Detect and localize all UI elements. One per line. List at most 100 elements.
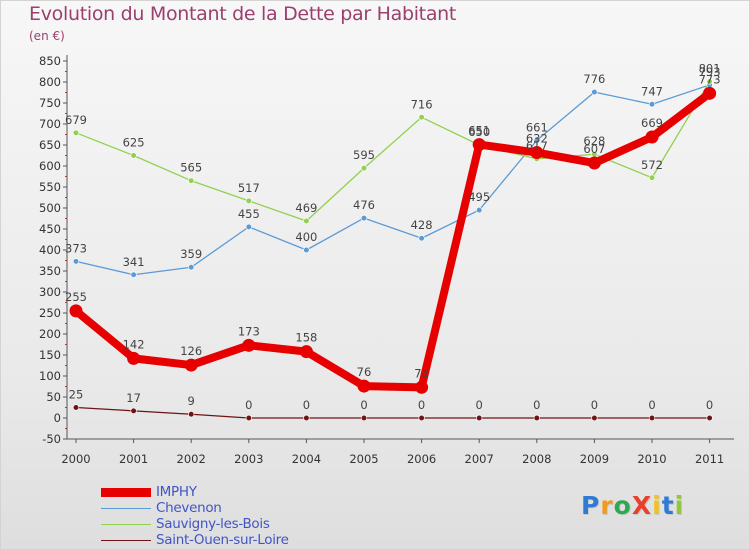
data-point-imphy <box>472 138 486 152</box>
data-label-saint-ouen-sur-loire: 0 <box>360 398 367 412</box>
data-label-sauvigny-les-bois: 617 <box>526 139 548 153</box>
x-tick-label: 2004 <box>292 452 321 466</box>
data-label-chevenon: 359 <box>180 247 202 261</box>
logo-letter: i <box>652 491 662 520</box>
data-point-chevenon <box>245 223 252 230</box>
chart-axes: -500501001502002503003504004505005506006… <box>39 54 734 466</box>
data-label-saint-ouen-sur-loire: 0 <box>648 398 655 412</box>
y-tick-label: 500 <box>39 201 61 215</box>
data-point-saint-ouen-sur-loire <box>360 414 368 422</box>
data-label-chevenon: 495 <box>468 190 490 204</box>
data-point-chevenon <box>591 88 598 96</box>
series-line-chevenon <box>75 84 711 276</box>
x-tick-label: 2010 <box>637 452 666 466</box>
data-label-imphy: 126 <box>180 344 202 358</box>
data-label-chevenon: 776 <box>583 72 605 86</box>
data-label-chevenon: 661 <box>526 120 548 134</box>
data-label-imphy: 173 <box>238 324 260 338</box>
logo-letter: i <box>674 491 685 520</box>
data-point-sauvigny-les-bois <box>360 165 368 172</box>
series-line-imphy <box>72 89 714 392</box>
data-label-imphy: 158 <box>295 331 317 345</box>
data-point-imphy <box>530 146 544 160</box>
legend-swatch-imphy <box>101 488 151 497</box>
data-label-sauvigny-les-bois: 628 <box>583 134 605 148</box>
y-tick-label: 450 <box>39 222 61 236</box>
data-label-saint-ouen-sur-loire: 17 <box>126 391 141 405</box>
data-label-sauvigny-les-bois: 595 <box>353 148 375 162</box>
data-label-saint-ouen-sur-loire: 0 <box>706 398 713 412</box>
x-tick-label: 2002 <box>177 452 206 466</box>
y-tick-label: 200 <box>39 327 61 341</box>
y-tick-label: 750 <box>39 96 61 110</box>
data-label-sauvigny-les-bois: 716 <box>411 97 433 111</box>
data-point-saint-ouen-sur-loire <box>648 414 656 422</box>
logo-letter: t <box>661 491 675 520</box>
series-line-saint-ouen-sur-loire <box>75 406 711 419</box>
y-tick-label: 150 <box>39 348 61 362</box>
logo-letter: P <box>581 491 601 520</box>
data-point-saint-ouen-sur-loire <box>418 414 425 422</box>
data-label-imphy: 669 <box>641 116 663 130</box>
logo-letter: X <box>631 491 653 520</box>
chart-data-labels: 25 17 9 0 0 0 0 0 0 0 0 0 373 341 359 455 400 476 428 495 66… <box>65 62 721 412</box>
data-label-sauvigny-les-bois: 572 <box>641 158 663 172</box>
y-tick-label: 300 <box>39 285 61 299</box>
x-tick-label: 2009 <box>580 452 609 466</box>
data-point-chevenon <box>303 246 310 254</box>
legend-label-saint-ouen-sur-loire: Saint-Ouen-sur-Loire <box>156 532 289 548</box>
x-tick-label: 2007 <box>465 452 494 466</box>
legend-label-imphy: IMPHY <box>156 484 197 500</box>
data-label-sauvigny-les-bois: 801 <box>699 62 721 76</box>
data-point-chevenon <box>360 214 368 222</box>
y-tick-label: 800 <box>39 75 61 89</box>
data-label-sauvigny-les-bois: 625 <box>123 136 145 150</box>
y-tick-label: 350 <box>39 264 61 278</box>
data-point-saint-ouen-sur-loire <box>476 414 483 422</box>
y-tick-label: 50 <box>46 390 61 404</box>
data-label-sauvigny-les-bois: 679 <box>65 113 87 127</box>
logo-letter: o <box>613 491 632 520</box>
data-point-saint-ouen-sur-loire <box>591 414 598 422</box>
data-point-imphy <box>415 380 429 394</box>
data-point-chevenon <box>188 264 195 271</box>
data-label-imphy: 773 <box>699 72 721 86</box>
data-label-imphy: 607 <box>583 142 605 156</box>
data-label-saint-ouen-sur-loire: 0 <box>533 398 540 412</box>
legend-label-sauvigny-les-bois: Sauvigny-les-Bois <box>156 516 270 532</box>
data-label-saint-ouen-sur-loire: 0 <box>591 398 598 412</box>
data-label-saint-ouen-sur-loire: 0 <box>303 398 310 412</box>
data-point-saint-ouen-sur-loire <box>303 414 310 422</box>
data-point-chevenon <box>533 137 540 144</box>
proxiti-logo: ProXiti <box>581 491 684 520</box>
data-point-saint-ouen-sur-loire <box>72 404 80 411</box>
x-tick-label: 2006 <box>407 452 436 466</box>
data-point-imphy <box>69 304 83 318</box>
chart-title: Evolution du Montant de la Dette par Hab… <box>29 3 457 25</box>
data-label-chevenon: 476 <box>353 198 375 212</box>
x-tick-label: 2001 <box>119 452 148 466</box>
data-label-chevenon: 747 <box>641 84 663 98</box>
legend-label-chevenon: Chevenon <box>156 500 222 516</box>
data-point-chevenon <box>72 258 80 265</box>
data-point-saint-ouen-sur-loire <box>706 414 713 422</box>
legend-swatch-saint-ouen-sur-loire <box>101 540 151 541</box>
data-label-saint-ouen-sur-loire: 0 <box>418 398 425 412</box>
data-point-imphy <box>357 379 371 393</box>
data-label-chevenon: 455 <box>238 207 260 221</box>
legend-swatch-sauvigny-les-bois <box>101 524 151 525</box>
data-point-chevenon <box>130 271 137 278</box>
y-tick-label: 550 <box>39 180 61 194</box>
data-label-chevenon: 400 <box>295 230 317 244</box>
data-label-chevenon: 793 <box>699 65 721 79</box>
y-tick-label: 0 <box>54 411 61 425</box>
x-tick-label: 2000 <box>61 452 90 466</box>
data-point-sauvigny-les-bois <box>188 177 195 184</box>
data-label-saint-ouen-sur-loire: 25 <box>69 388 84 402</box>
data-label-saint-ouen-sur-loire: 0 <box>245 398 252 412</box>
data-point-sauvigny-les-bois <box>303 217 310 225</box>
data-label-saint-ouen-sur-loire: 0 <box>476 398 483 412</box>
data-point-chevenon <box>476 207 483 214</box>
data-label-saint-ouen-sur-loire: 9 <box>188 394 195 408</box>
